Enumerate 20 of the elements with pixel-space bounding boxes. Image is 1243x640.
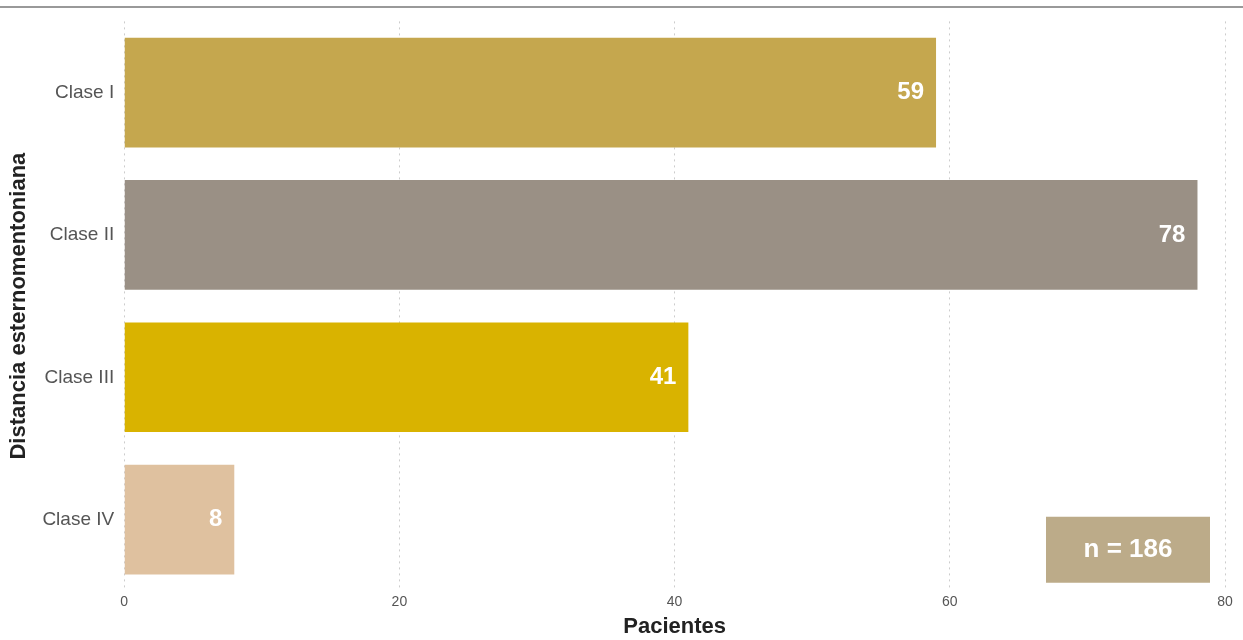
bar — [124, 180, 1198, 290]
y-tick-label: Clase IV — [42, 507, 115, 529]
annotation: n = 186 — [1083, 532, 1173, 563]
y-tick-label: Clase II — [49, 223, 115, 245]
y-tick-label: Clase I — [55, 80, 115, 102]
y-axis-title: Distancia esternomentoniana — [5, 151, 31, 460]
x-axis-title: Pacientes — [623, 612, 726, 638]
bar — [124, 322, 689, 433]
x-tick-label: 0 — [120, 593, 129, 610]
x-tick-label: 60 — [942, 593, 958, 610]
bar — [124, 37, 937, 148]
x-tick-label: 80 — [1217, 593, 1233, 610]
data-label: 59 — [897, 77, 925, 105]
y-tick-label: Clase III — [44, 365, 115, 387]
x-tick-label: 40 — [666, 593, 683, 610]
data-label: 41 — [649, 361, 677, 389]
data-label: 8 — [208, 504, 223, 532]
bar — [124, 464, 235, 575]
x-tick-label: 20 — [391, 593, 408, 610]
data-label: 78 — [1158, 219, 1186, 247]
